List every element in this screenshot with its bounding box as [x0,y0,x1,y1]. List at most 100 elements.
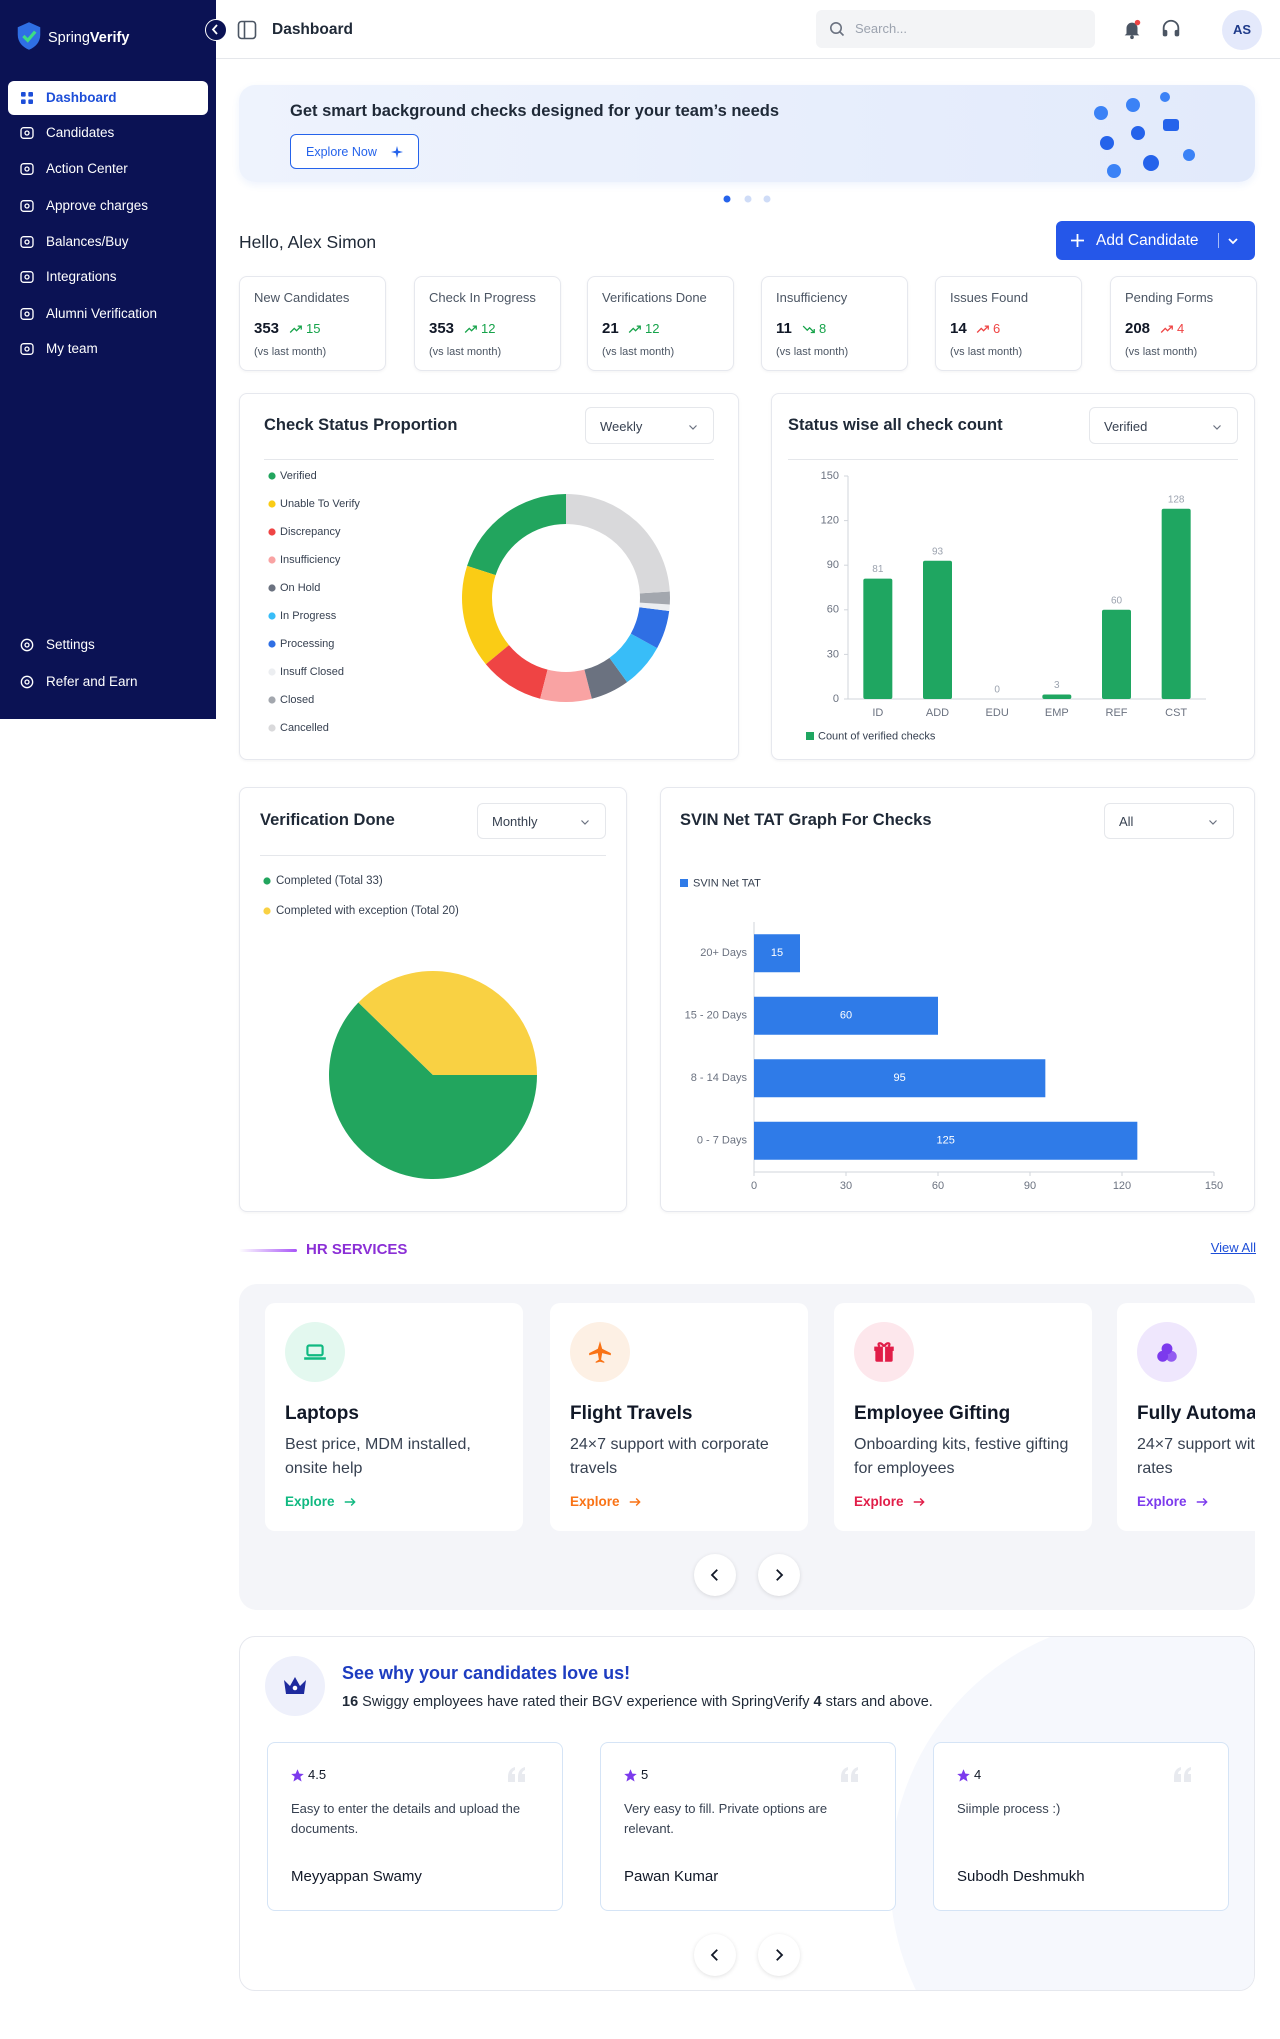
carousel-arrow[interactable] [758,1934,800,1976]
service-link[interactable]: Explore [1137,1494,1187,1509]
carousel-arrow[interactable] [758,1554,800,1596]
star-icon-part [957,1769,970,1782]
support-icon[interactable] [1160,18,1182,40]
nav-item[interactable]: Integrations [46,269,117,284]
stat-note: (vs last month) [429,346,502,358]
collapse-button[interactable] [205,19,227,41]
chevron [1228,238,1238,245]
stat-label: Verifications Done [602,290,707,305]
chevron-icon [710,1569,718,1581]
banner [239,85,1255,182]
service-card[interactable]: Laptops Best price, MDM installed, onsite… [265,1303,523,1531]
explore-button-label: Explore Now [306,145,377,159]
service-card[interactable]: Fully Automated 24×7 support with corpora… [1117,1303,1255,1531]
add-candidate-button[interactable]: Add Candidate [1056,221,1255,260]
nav-item[interactable]: Settings [46,637,95,652]
panel-icon[interactable] [237,20,257,40]
chevron-icon-part [581,820,589,825]
nav-item[interactable]: Alumni Verification [46,306,158,321]
avatar[interactable]: AS [1222,10,1262,50]
nav-item[interactable]: Approve charges [46,198,149,213]
view-all-link[interactable]: View All [1210,1240,1256,1255]
nav-icon [20,308,34,320]
trend-icon [464,325,477,333]
trend-icon-part [1160,325,1173,333]
greeting: Hello, Alex Simon [239,232,377,252]
nav-icon [21,92,33,104]
dot[interactable] [723,195,731,203]
nav-item[interactable]: Balances/Buy [46,234,129,249]
nav-icon-part [20,127,34,139]
nav-item[interactable]: Refer and Earn [46,674,138,689]
chevron-icon [1209,820,1217,825]
arrow-icon-part [629,1498,641,1506]
ear-right [1174,29,1180,37]
chart-filter-label: Weekly [600,418,643,434]
stat-value: 11 [776,320,792,337]
search-box[interactable]: Search... [816,10,1095,48]
chevron-icon [776,1949,784,1961]
trend-icon [289,325,302,333]
plus-icon [1071,234,1084,247]
quote-icon [1174,1767,1191,1782]
nav-icon-part [24,203,30,209]
trend-icon-part [464,325,477,333]
review-name: Pawan Kumar [624,1868,719,1885]
stat-note: (vs last month) [254,346,327,358]
arrow-icon [629,1498,641,1506]
dot[interactable] [763,195,771,203]
chart-filter[interactable]: Weekly [585,407,714,444]
stat-change: 4 [1177,321,1185,336]
service-card[interactable]: Employee Gifting Onboarding kits, festive… [834,1303,1092,1531]
chart-filter-label: Monthly [492,814,538,829]
carousel-arrow[interactable] [694,1934,736,1976]
review-text: Easy to enter the details and upload the… [291,1801,521,1836]
service-link[interactable]: Explore [285,1494,335,1509]
topbar-border [216,58,1280,59]
nav-icon-part [20,200,34,212]
nav-icon-part [24,239,30,245]
chevron-icon-part [1213,424,1221,430]
nav-icon-part [20,236,34,248]
deco [1131,126,1145,140]
stat-note: (vs last month) [950,346,1023,358]
nav-item[interactable]: My team [46,341,98,356]
chart-filter-label: All [1119,814,1134,829]
explore-button[interactable]: Explore Now [290,134,419,169]
trend-icon-part [628,325,641,333]
service-link[interactable]: Explore [854,1494,904,1509]
stat-card: Verifications Done 21 12 (vs last month) [587,276,734,371]
chart-filter[interactable]: Verified [1089,407,1238,444]
dot[interactable] [744,195,752,203]
nav-item[interactable]: Action Center [46,161,128,176]
chart-filter[interactable]: All [1104,803,1234,839]
review-rating: 4.5 [308,1767,327,1782]
review-text: Siimple process :) [957,1801,1061,1816]
service-icon-badge [285,1322,345,1382]
nav-icon-part [20,163,34,175]
badge [1134,19,1141,26]
nav-item[interactable]: Candidates [46,125,115,140]
service-icon-badge [570,1322,630,1382]
service-link[interactable]: Explore [570,1494,620,1509]
trend-icon [628,325,641,333]
quote-icon [508,1767,525,1782]
stat-value: 353 [254,320,280,337]
crown-badge [265,1656,325,1716]
carousel-arrow[interactable] [694,1554,736,1596]
nav-icon-part [24,166,30,172]
stat-note: (vs last month) [776,346,849,358]
nav-item[interactable]: Dashboard [46,90,117,105]
plus [1071,234,1084,247]
deco [1100,136,1114,150]
service-description: 24×7 support with corporate rates [1137,1436,1255,1477]
bell-icon[interactable] [1121,18,1143,40]
section-title: HR SERVICES [306,1241,408,1258]
stat-card: Issues Found 14 6 (vs last month) [935,276,1082,371]
stat-label: Issues Found [950,290,1029,305]
chevron-icon [776,1569,784,1581]
chart-filter[interactable]: Monthly [477,803,606,839]
star-icon-part [624,1769,637,1782]
nav-icon-part [28,99,33,104]
service-card[interactable]: Flight Travels 24×7 support with corporat… [550,1303,808,1531]
